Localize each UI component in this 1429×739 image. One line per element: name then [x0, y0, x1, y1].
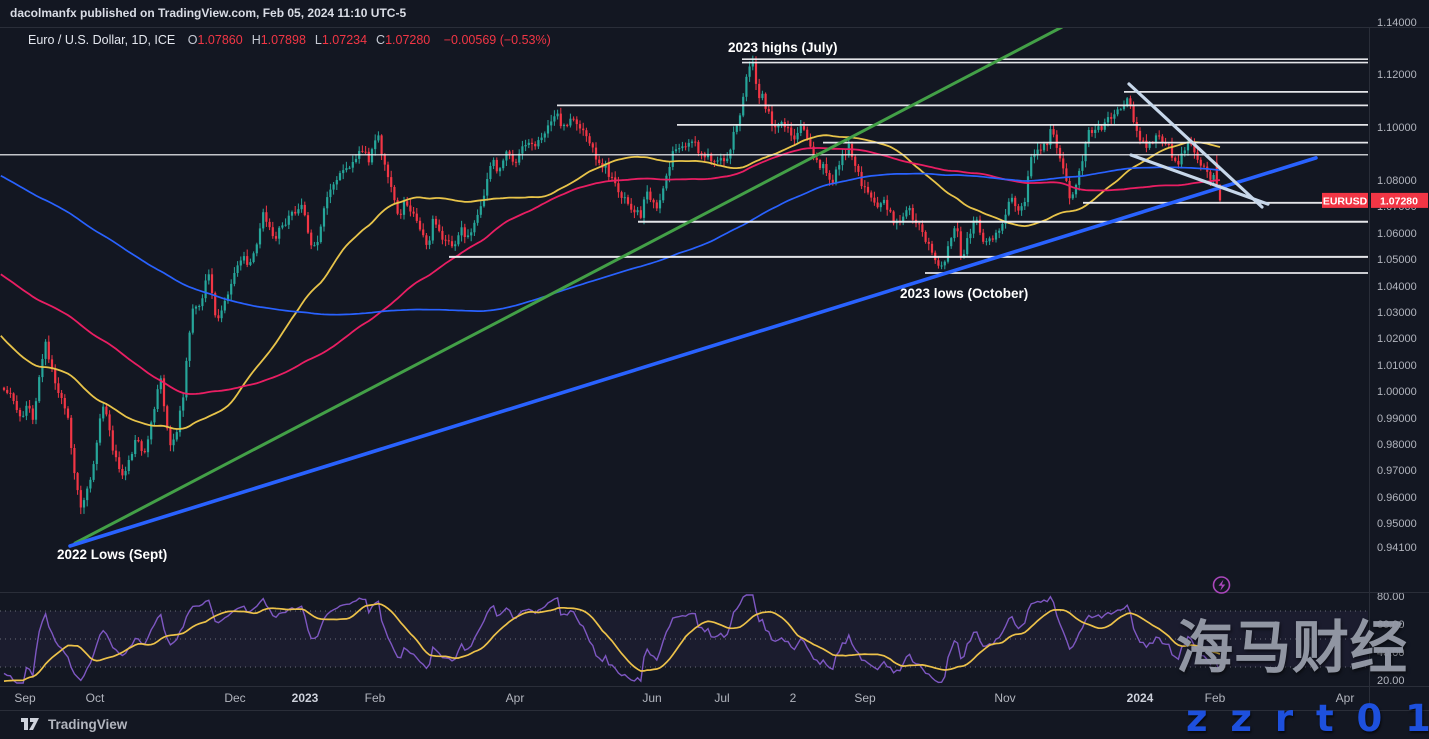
time-axis-label: Oct [85, 691, 105, 705]
ohlc-H: H1.07898 [251, 33, 306, 47]
tradingview-logo-text: TradingView [48, 716, 128, 732]
price-axis[interactable]: 1.140001.120001.100001.080001.070001.060… [1370, 0, 1429, 739]
price-axis-label: 1.01000 [1377, 359, 1417, 372]
symbol-legend[interactable]: Euro / U.S. Dollar, 1D, ICE O1.07860 H1.0… [28, 33, 551, 47]
price-axis-label: 0.95000 [1377, 518, 1417, 531]
tradingview-logo-icon [21, 717, 39, 730]
wedge-lower-line[interactable] [1129, 153, 1270, 206]
time-axis-label: Feb [364, 691, 386, 705]
price-tag-symbol: EURUSD [1323, 195, 1368, 207]
watermark-chinese: 海马财经 [1176, 615, 1408, 681]
price-axis-label: 0.99000 [1377, 412, 1417, 425]
ma-50-line [0, 134, 1221, 430]
publication-title-bar: dacolmanfx published on TradingView.com,… [0, 0, 1429, 27]
ma-200-line [0, 166, 1221, 316]
price-axis-label: 0.94100 [1377, 541, 1417, 554]
time-axis-label: Nov [994, 691, 1016, 705]
rsi-axis-label: 40.00 [1377, 646, 1405, 659]
price-axis-label: 1.08000 [1377, 174, 1417, 187]
price-tag-value: 1.07280 [1380, 195, 1418, 207]
price-axis-label: 1.05000 [1377, 254, 1417, 267]
ohlc-C: C1.07280 [376, 33, 431, 47]
wedge-upper-line[interactable] [1127, 82, 1264, 209]
current-price-tag: EURUSD 1.07280 [1322, 192, 1428, 208]
ohlc-values: O1.07860 H1.07898 L1.07234 C1.07280 [179, 33, 431, 47]
time-axis-label: 2023 [291, 691, 319, 705]
time-axis-label: Jun [642, 691, 662, 705]
rsi-axis-label: 80.00 [1377, 590, 1405, 603]
price-axis-label: 1.12000 [1377, 69, 1417, 82]
price-axis-label: 1.02000 [1377, 333, 1417, 346]
time-axis-label: 2 [789, 691, 797, 705]
ohlc-L: L1.07234 [314, 33, 368, 47]
tradingview-logo[interactable]: TradingView [20, 713, 127, 735]
price-axis-label: 1.00000 [1377, 386, 1417, 399]
price-axis-label: 1.10000 [1377, 122, 1417, 135]
price-axis-label: 1.04000 [1377, 280, 1417, 293]
ohlc-O: O1.07860 [187, 33, 243, 47]
annotation-text[interactable]: 2023 highs (July) [728, 40, 838, 55]
time-axis-label: Sep [14, 691, 36, 705]
time-axis-label: Apr [505, 691, 525, 705]
change-value: −0.00569 (−0.53%) [443, 33, 551, 47]
rsi-line [3, 594, 1221, 684]
price-axis-label: 0.98000 [1377, 438, 1417, 451]
price-axis-label: 1.14000 [1377, 16, 1417, 29]
publication-title: dacolmanfx published on TradingView.com,… [10, 6, 407, 20]
rsi-axis-label: 20.00 [1377, 674, 1405, 687]
rsi-axis-label: 60.00 [1377, 618, 1405, 631]
time-axis-label: Dec [224, 691, 246, 705]
price-axis-label: 1.06000 [1377, 227, 1417, 240]
symbol-description[interactable]: Euro / U.S. Dollar, 1D, ICE [28, 33, 176, 47]
price-axis-label: 0.96000 [1377, 491, 1417, 504]
time-axis-label: Sep [854, 691, 876, 705]
rsi-ma-line [3, 602, 1221, 682]
time-axis[interactable]: Sep Oct Dec 2023 Feb Apr Jun Jul 2 Sep Nov 2024 Feb A… [0, 686, 1369, 710]
trendline-blue[interactable] [68, 156, 1318, 548]
annotation-text[interactable]: 2022 Lows (Sept) [57, 547, 167, 562]
annotation-text[interactable]: 2023 lows (October) [900, 286, 1028, 301]
ma-100-line [0, 147, 1221, 395]
time-axis-label: Apr [1335, 691, 1355, 705]
time-axis-label: Feb [1204, 691, 1226, 705]
time-axis-label: Jul [714, 691, 730, 705]
watermark-url: z z r t 0 1 . c n [1186, 697, 1429, 739]
flash-icon[interactable] [1212, 576, 1231, 594]
price-axis-label: 0.97000 [1377, 465, 1417, 478]
time-axis-label: 2024 [1126, 691, 1154, 705]
price-axis-label: 1.03000 [1377, 306, 1417, 319]
candles-layer [2, 55, 1222, 515]
trendline-green[interactable] [73, 27, 1064, 545]
